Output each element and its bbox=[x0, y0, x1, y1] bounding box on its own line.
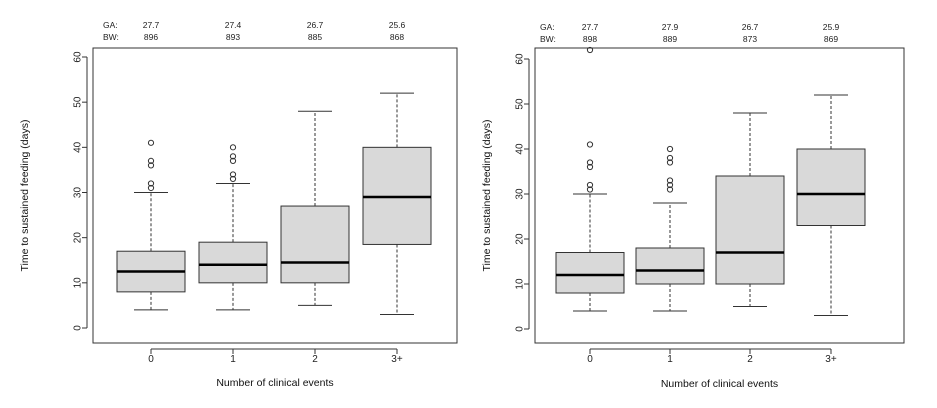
outlier-point bbox=[666, 177, 674, 184]
ga-value: 27.9 bbox=[662, 22, 679, 32]
outlier-point bbox=[586, 163, 594, 171]
y-tick-label: 30 bbox=[515, 188, 526, 200]
outlier-point bbox=[586, 186, 594, 193]
ga-header-label: GA: bbox=[103, 20, 118, 30]
box-iqr bbox=[555, 252, 625, 294]
y-tick-label: 50 bbox=[73, 96, 84, 108]
y-tick-label: 40 bbox=[515, 143, 526, 155]
outlier-point bbox=[229, 144, 237, 151]
box-iqr bbox=[280, 205, 350, 284]
x-tick-label: 2 bbox=[312, 354, 318, 365]
outlier-point bbox=[666, 186, 674, 193]
x-axis-title: Number of clinical events bbox=[216, 377, 333, 389]
x-tick-label: 0 bbox=[587, 354, 593, 365]
y-tick-label: 60 bbox=[73, 51, 84, 63]
y-tick-label: 50 bbox=[515, 98, 526, 110]
outlier-point bbox=[666, 145, 674, 153]
y-tick-label: 20 bbox=[73, 232, 84, 244]
outlier-point bbox=[666, 159, 674, 166]
x-tick-label: 0 bbox=[148, 354, 154, 365]
ga-value: 27.7 bbox=[582, 22, 599, 32]
outlier-point bbox=[147, 180, 155, 187]
y-axis-title: Time to sustained feeding (days) bbox=[19, 120, 31, 272]
bw-value: 893 bbox=[226, 32, 240, 42]
ga-value: 27.7 bbox=[143, 20, 160, 30]
outlier-point bbox=[586, 181, 594, 189]
y-tick-label: 10 bbox=[73, 277, 84, 289]
y-tick-label: 40 bbox=[73, 141, 84, 153]
box-group-1 bbox=[198, 144, 268, 311]
y-tick-label: 0 bbox=[73, 325, 84, 331]
y-tick-label: 20 bbox=[515, 233, 526, 245]
panel-2: 0 10 20 30 40 50 60 0 1 2 3+ Number of clinical eve… bbox=[481, 22, 905, 390]
bw-header-label: BW: bbox=[103, 32, 119, 42]
outlier-point bbox=[147, 162, 155, 169]
bw-value: 896 bbox=[144, 32, 158, 42]
ga-header-label: GA: bbox=[540, 22, 555, 32]
x-tick-label: 1 bbox=[230, 354, 236, 365]
outlier-point bbox=[147, 139, 155, 146]
ga-value: 25.6 bbox=[389, 20, 406, 30]
y-tick-label: 30 bbox=[73, 187, 84, 199]
outlier-point bbox=[586, 141, 594, 148]
outlier-point bbox=[147, 184, 155, 192]
y-tick-label: 60 bbox=[515, 53, 526, 65]
x-tick-label: 2 bbox=[747, 354, 753, 365]
bw-value: 873 bbox=[743, 34, 757, 44]
bw-value: 889 bbox=[663, 34, 677, 44]
box-group-3+ bbox=[796, 94, 866, 316]
box-group-2 bbox=[715, 112, 785, 307]
box-group-0 bbox=[555, 46, 625, 312]
box-group-1 bbox=[635, 145, 705, 312]
outlier-point bbox=[229, 157, 237, 164]
box-group-3+ bbox=[362, 92, 432, 315]
y-tick-label: 0 bbox=[515, 326, 526, 332]
outlier-point bbox=[666, 154, 674, 162]
bw-value: 868 bbox=[390, 32, 404, 42]
ga-value: 25.9 bbox=[823, 22, 840, 32]
bw-header-label: BW: bbox=[540, 34, 556, 44]
y-axis-title: Time to sustained feeding (days) bbox=[481, 120, 493, 272]
outlier-point bbox=[586, 159, 594, 166]
x-tick-label: 3+ bbox=[391, 354, 403, 365]
box-group-0 bbox=[116, 139, 186, 311]
bw-value: 898 bbox=[583, 34, 597, 44]
bw-value: 869 bbox=[824, 34, 838, 44]
box-iqr bbox=[796, 148, 866, 226]
box-iqr bbox=[715, 175, 785, 285]
plot-frame bbox=[534, 47, 905, 344]
bw-value: 885 bbox=[308, 32, 322, 42]
box-iqr bbox=[198, 241, 268, 284]
panel-1: 0 10 20 30 40 50 60 0 1 2 3+ Number of clinical eve… bbox=[19, 20, 458, 389]
outlier-point bbox=[147, 157, 155, 164]
x-tick-label: 1 bbox=[667, 354, 673, 365]
outlier-point bbox=[229, 171, 237, 178]
outlier-point bbox=[229, 153, 237, 160]
box-group-2 bbox=[280, 110, 350, 306]
ga-value: 26.7 bbox=[742, 22, 759, 32]
plot-frame bbox=[92, 47, 458, 344]
ga-value: 26.7 bbox=[307, 20, 324, 30]
ga-value: 27.4 bbox=[225, 20, 242, 30]
x-axis-title: Number of clinical events bbox=[661, 378, 778, 390]
box-iqr bbox=[635, 247, 705, 285]
outlier-point bbox=[229, 175, 237, 183]
outlier-point bbox=[586, 46, 594, 54]
x-tick-label: 3+ bbox=[825, 354, 837, 365]
outlier-point bbox=[666, 181, 674, 189]
y-tick-label: 10 bbox=[515, 278, 526, 290]
